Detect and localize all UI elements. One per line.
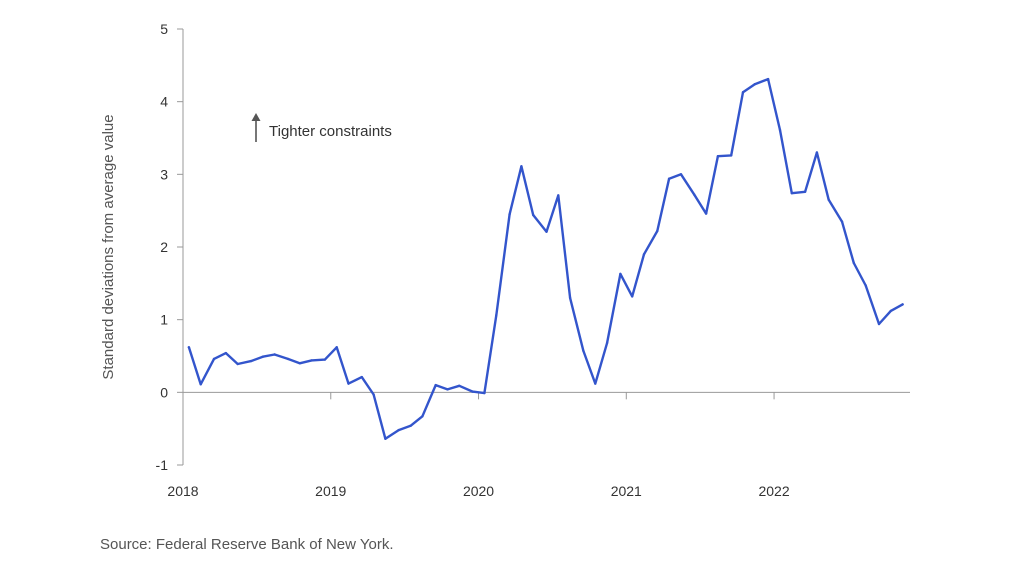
- data-point: [458, 384, 461, 387]
- data-point: [877, 322, 881, 326]
- data-point: [631, 295, 634, 298]
- y-tick-label: 3: [160, 166, 168, 182]
- data-point: [397, 428, 400, 432]
- x-axis: 2018 2019 2020 2021 2022: [167, 391, 910, 499]
- series-layer: [187, 77, 904, 440]
- data-point: [889, 309, 892, 313]
- data-point: [212, 357, 216, 361]
- data-point: [434, 383, 437, 387]
- data-point: [901, 303, 904, 306]
- y-tick-label: 5: [160, 21, 168, 37]
- data-point: [532, 213, 535, 217]
- data-point: [347, 382, 350, 385]
- data-point: [199, 383, 202, 386]
- data-point: [273, 353, 276, 356]
- y-tick-label: -1: [156, 457, 169, 473]
- data-point: [495, 314, 498, 317]
- annotation-text: Tighter constraints: [269, 123, 392, 140]
- data-point: [298, 362, 301, 365]
- x-tick-label: 2019: [315, 483, 346, 499]
- y-tick-label: 0: [160, 384, 168, 400]
- y-tick-label: 2: [160, 239, 168, 255]
- x-tick-label: 2020: [463, 483, 494, 499]
- data-point: [790, 192, 793, 195]
- data-point: [236, 362, 239, 366]
- data-point: [360, 375, 363, 379]
- data-point: [582, 349, 585, 353]
- source-note: Source: Federal Reserve Bank of New York…: [100, 536, 394, 553]
- data-point: [827, 198, 830, 201]
- data-point: [224, 351, 228, 355]
- data-point: [778, 128, 782, 132]
- data-point: [286, 357, 290, 361]
- data-point: [864, 284, 867, 287]
- data-point: [372, 393, 375, 396]
- data-point: [384, 437, 387, 440]
- data-point: [656, 229, 659, 233]
- y-axis: 5 4 3 2 1 0 -1: [156, 21, 184, 473]
- data-point: [249, 359, 253, 363]
- data-point: [508, 213, 511, 216]
- y-axis-title: Standard deviations from average value: [100, 114, 117, 379]
- data-point: [520, 165, 523, 168]
- data-point: [852, 261, 855, 265]
- data-point: [642, 253, 646, 256]
- data-point: [693, 193, 696, 196]
- data-point: [679, 173, 683, 176]
- data-point: [446, 388, 449, 391]
- data-point: [409, 424, 412, 427]
- data-point: [815, 151, 819, 154]
- y-tick-label: 4: [160, 94, 168, 110]
- data-point: [594, 382, 597, 385]
- data-point: [704, 212, 708, 215]
- data-point: [568, 296, 572, 300]
- data-point: [323, 358, 327, 361]
- annotation: Tighter constraints: [251, 113, 392, 142]
- data-point: [741, 91, 745, 94]
- data-point: [619, 272, 622, 276]
- data-point: [557, 194, 560, 197]
- data-point: [730, 154, 733, 157]
- data-point: [421, 415, 424, 418]
- x-tick-label: 2022: [758, 483, 789, 499]
- data-point: [471, 390, 474, 393]
- data-point: [840, 220, 844, 223]
- data-point: [187, 346, 191, 349]
- data-point: [310, 359, 313, 362]
- data-point: [605, 341, 609, 345]
- up-arrow-head-icon: [251, 113, 261, 121]
- data-point: [261, 355, 264, 358]
- data-point: [753, 83, 756, 86]
- x-tick-label: 2018: [167, 483, 198, 499]
- x-tick-label: 2021: [611, 483, 642, 499]
- data-point: [667, 177, 671, 180]
- data-point: [766, 77, 770, 81]
- data-point: [335, 346, 338, 349]
- data-point: [716, 155, 720, 158]
- data-point: [803, 190, 807, 193]
- data-point: [483, 391, 486, 395]
- data-point: [545, 230, 548, 233]
- y-tick-label: 1: [160, 312, 168, 328]
